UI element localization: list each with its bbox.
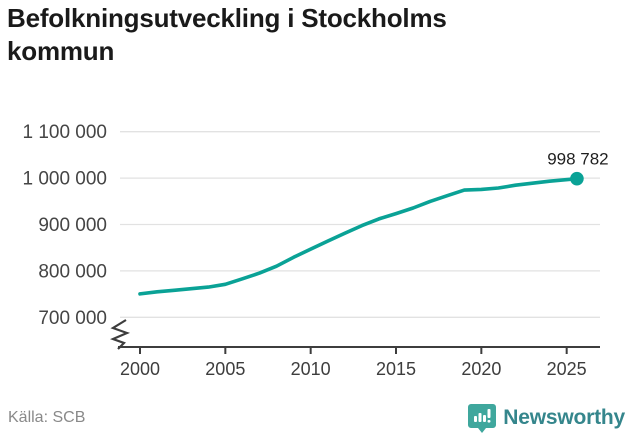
source-label: Källa: SCB [8, 409, 86, 426]
end-point-dot [570, 171, 584, 186]
x-tick-label: 2000 [120, 359, 160, 379]
y-tick-label: 800 000 [38, 261, 107, 282]
y-tick-label: 900 000 [38, 215, 107, 236]
bar-chart-glyph [474, 409, 491, 423]
x-tick-label: 2020 [461, 359, 501, 379]
population-line-chart: 1 100 000 1 000 000 900 000 800 000 700 000 2… [22, 122, 608, 379]
y-tick-label: 1 100 000 [22, 122, 107, 143]
x-tick-label: 2015 [376, 359, 416, 379]
newsworthy-logo[interactable]: Newsworthy [468, 403, 625, 433]
end-value-label: 998 782 [547, 150, 608, 169]
x-tick-label: 2010 [291, 359, 331, 379]
x-tick-label: 2005 [205, 359, 245, 379]
speech-bubble-shape [468, 404, 497, 433]
axis-break-icon [110, 319, 131, 350]
population-line [138, 176, 579, 296]
y-tick-label: 700 000 [38, 308, 107, 329]
chart-title: Befolkningsutveckling i Stockholms kommu… [7, 3, 447, 66]
y-tick-label: 1 000 000 [22, 169, 107, 190]
newsworthy-wordmark: Newsworthy [503, 406, 625, 429]
x-tick-label: 2025 [547, 359, 587, 379]
newsworthy-logo-icon [468, 404, 497, 433]
